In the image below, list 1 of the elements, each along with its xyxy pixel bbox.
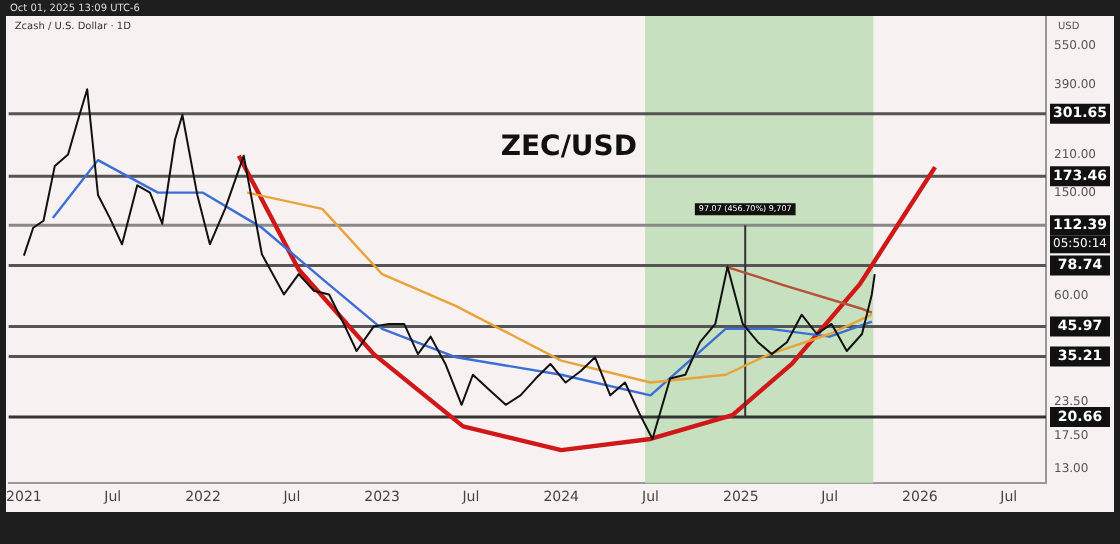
- text: ZEC/USD: [500, 131, 638, 164]
